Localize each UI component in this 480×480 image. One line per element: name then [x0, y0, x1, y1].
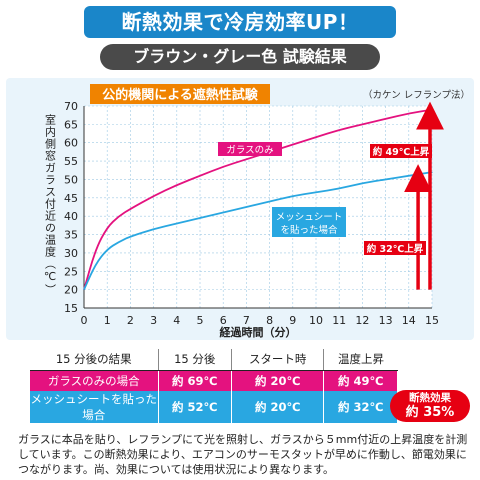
- table-cell: 約 20℃: [231, 370, 325, 391]
- table-header: スタート時: [231, 349, 325, 371]
- table-row-glass: ガラスのみの場合 約 69℃ 約 20℃ 約 49℃: [30, 370, 398, 391]
- x-tick-label: 6: [220, 314, 227, 327]
- results-table: 15 分後の結果 15 分後 スタート時 温度上昇 ガラスのみの場合 約 69℃…: [30, 349, 398, 423]
- x-tick-label: 1: [104, 314, 111, 327]
- y-tick-label: 50: [64, 173, 78, 186]
- footnote: ガラスに本品を貼り、レフランプにて光を照射し、ガラスから５mm付近の上昇温度を計…: [18, 433, 468, 476]
- y-tick-label: 30: [64, 247, 78, 260]
- x-tick-label: 8: [266, 314, 273, 327]
- label-mesh-line1: メッシュシート: [276, 212, 343, 223]
- table-row-mesh: メッシュシートを貼った場合 約 52℃ 約 20℃ 約 32℃: [30, 391, 398, 423]
- rise-label-mesh-box: [364, 241, 426, 255]
- table-cell: 約 32℃: [323, 391, 398, 423]
- plot-area: [84, 106, 432, 308]
- chart-title: 公的機関による遮熱性試験: [102, 87, 259, 103]
- table-header: 15 分後: [158, 349, 232, 371]
- insulation-effect-badge: 断熱効果 約 35%: [390, 390, 470, 422]
- x-tick-label: 9: [289, 314, 296, 327]
- y-tick-label: 25: [64, 265, 78, 278]
- series-line-glass-only: [83, 108, 433, 290]
- table-cell: 約 52℃: [158, 391, 232, 423]
- x-tick-label: 7: [243, 314, 250, 327]
- badge-label: 断熱効果: [409, 392, 451, 404]
- x-tick-label: 10: [309, 314, 323, 327]
- x-tick-label: 13: [379, 314, 393, 327]
- table-cell: 約 20℃: [231, 391, 325, 423]
- table-header-row: 15 分後の結果 15 分後 スタート時 温度上昇: [30, 349, 398, 371]
- table-cell: ガラスのみの場合: [30, 370, 159, 391]
- badge-value: 約 35%: [405, 405, 455, 420]
- x-tick-label: 12: [355, 314, 369, 327]
- y-axis-label: 室内側窓ガラス付近の温度（℃）: [44, 113, 57, 296]
- y-tick-label: 65: [64, 118, 78, 131]
- label-mesh-line2: を貼った場合: [280, 224, 338, 236]
- series-line-mesh: [83, 171, 433, 291]
- table-header: 15 分後の結果: [30, 349, 159, 371]
- label-mesh-box: [272, 207, 346, 237]
- x-tick-label: 0: [81, 314, 88, 327]
- x-tick-label: 15: [425, 314, 439, 327]
- chart-title-box: [90, 84, 270, 104]
- chart-source: （カケン レフランプ法）: [363, 89, 470, 101]
- table-header: 温度上昇: [323, 349, 398, 371]
- y-tick-label: 55: [64, 155, 78, 168]
- x-tick-label: 4: [173, 314, 180, 327]
- rise-label-glass-box: [370, 144, 432, 158]
- x-tick-label: 3: [150, 314, 157, 327]
- rise-label-mesh: 約 32℃上昇: [367, 243, 424, 255]
- test-result-subtitle: ブラウン・グレー色 試験結果: [100, 44, 380, 70]
- y-tick-label: 15: [64, 302, 78, 315]
- y-tick-label: 35: [64, 229, 78, 242]
- x-tick-label: 14: [402, 314, 416, 327]
- y-tick-label: 20: [64, 284, 78, 297]
- x-axis-label: 経過時間（分）: [220, 325, 297, 339]
- x-tick-label: 11: [332, 314, 346, 327]
- x-tick-label: 5: [197, 314, 204, 327]
- y-tick-label: 60: [64, 137, 78, 150]
- table-cell: メッシュシートを貼った場合: [30, 391, 159, 423]
- label-glass-only-box: [218, 142, 282, 156]
- rise-label-glass: 約 49℃上昇: [373, 146, 430, 158]
- headline-banner: 断熱効果で冷房効率UP！: [84, 6, 396, 38]
- x-tick-label: 2: [127, 314, 134, 327]
- y-tick-label: 40: [64, 210, 78, 223]
- table-cell: 約 49℃: [323, 370, 398, 391]
- label-glass-only: ガラスのみ: [226, 145, 273, 156]
- table-cell: 約 69℃: [158, 370, 232, 391]
- y-tick-label: 45: [64, 192, 78, 205]
- y-tick-label: 70: [64, 100, 78, 113]
